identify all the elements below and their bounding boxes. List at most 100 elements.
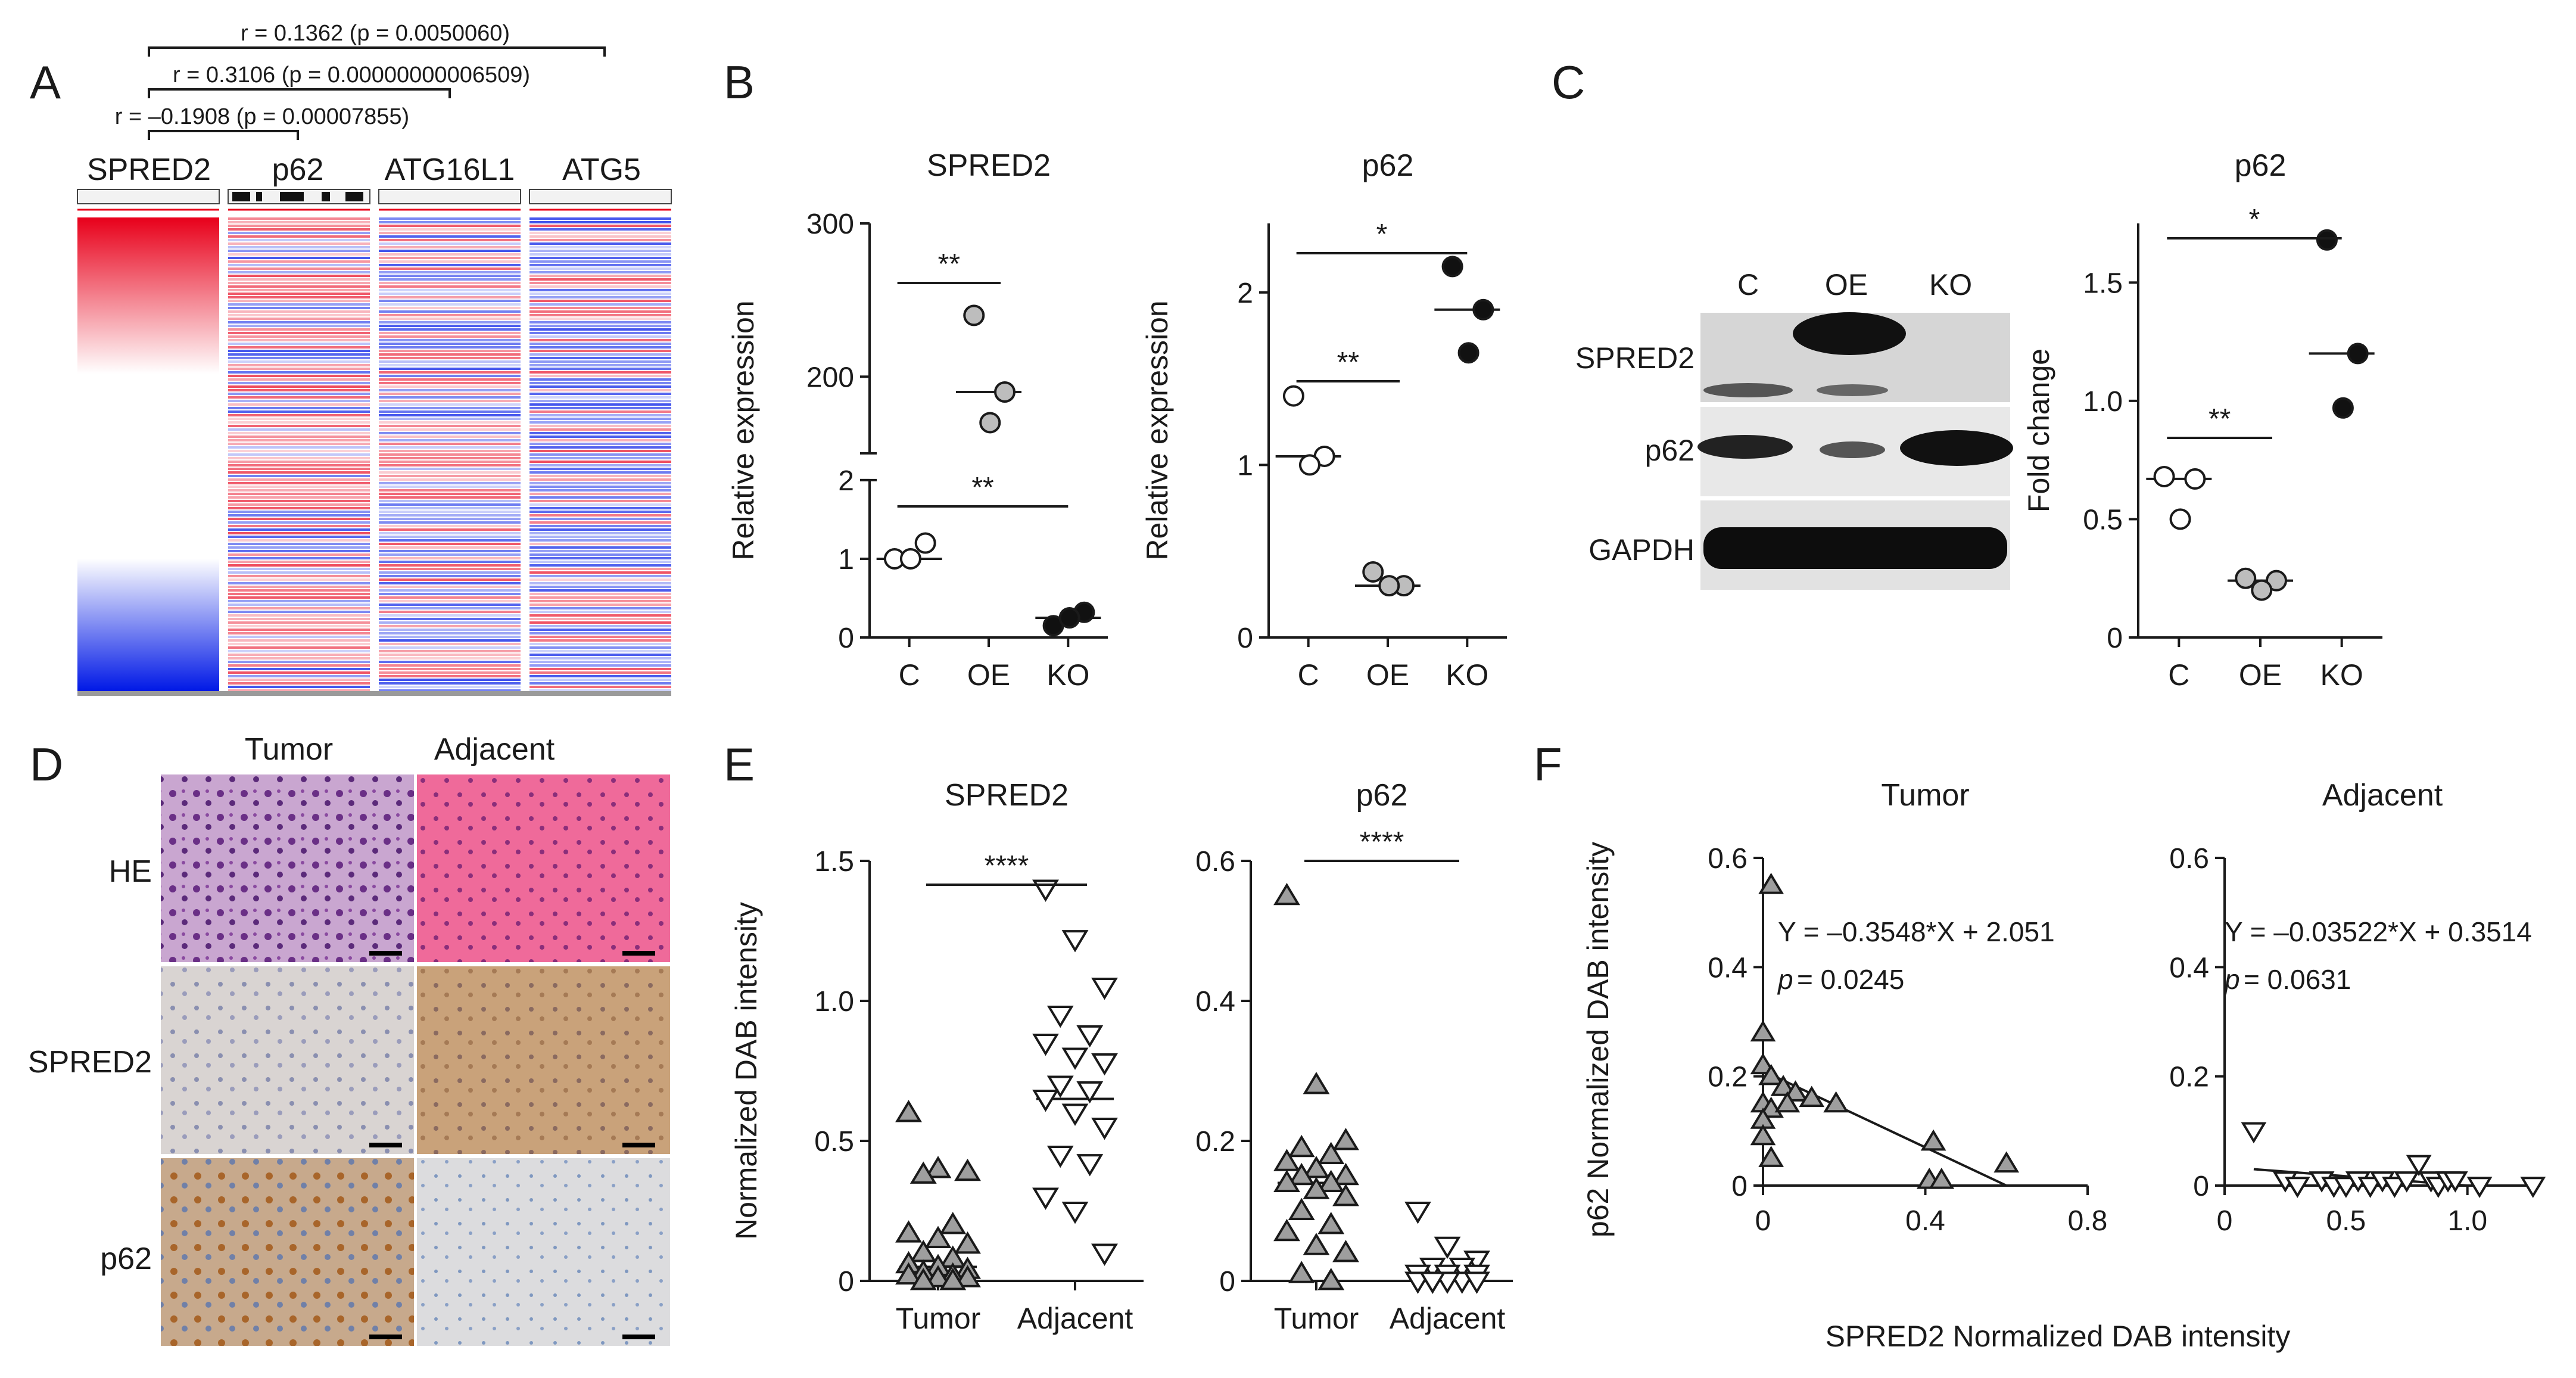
- heatmap-stripe: [228, 461, 370, 463]
- correlation-label-p62: r = –0.1908 (p = 0.00007855): [115, 104, 409, 129]
- regression-equation: Y = –0.03522*X + 0.3514: [2225, 916, 2532, 947]
- data-point: [963, 304, 985, 326]
- heatmap-stripe: [529, 285, 671, 288]
- heatmap-stripe: [379, 650, 521, 652]
- heatmap-stripe: [379, 446, 521, 449]
- heatmap-stripe: [228, 650, 370, 652]
- data-point: [1076, 1025, 1104, 1048]
- y-tick-label: 1: [1237, 450, 1253, 481]
- heatmap-stripe: [529, 239, 671, 241]
- heatmap-stripe: [379, 436, 521, 438]
- heatmap-stripe: [379, 368, 521, 370]
- heatmap-stripe: [228, 468, 370, 470]
- data-point: [2169, 508, 2191, 530]
- data-point: [1317, 1212, 1345, 1234]
- heatmap-stripe: [529, 496, 671, 499]
- x-tick-label: 0: [2217, 1205, 2233, 1237]
- heatmap-stripe: [529, 303, 671, 306]
- heatmap-stripe: [379, 307, 521, 309]
- heatmap-stripe: [529, 593, 671, 595]
- data-point: [1076, 1081, 1104, 1104]
- data-point: [1750, 1124, 1776, 1146]
- heatmap-stripe: [379, 578, 521, 581]
- heatmap-stripe: [379, 418, 521, 420]
- heatmap-stripe: [228, 396, 370, 399]
- heatmap-stripe: [228, 521, 370, 524]
- heatmap-stripe: [228, 446, 370, 449]
- panel-letter-b: B: [724, 56, 755, 108]
- heatmap-stripe: [529, 625, 671, 627]
- heatmap-stripe: [379, 353, 521, 356]
- heatmap-stripe: [228, 457, 370, 459]
- y-tick-label: 0.6: [1195, 846, 1235, 878]
- data-point: [1091, 1243, 1118, 1266]
- y-tick-label: 0.4: [1195, 986, 1235, 1018]
- data-point: [2357, 1177, 2383, 1198]
- blot-band: [1703, 383, 1793, 397]
- heatmap-stripe: [529, 571, 671, 574]
- heatmap-stripe: [228, 314, 370, 316]
- gene-label-atg5: ATG5: [562, 153, 641, 187]
- heatmap-stripe: [228, 686, 370, 688]
- correlation-brackets: [148, 46, 606, 140]
- heatmap-stripe: [529, 475, 671, 477]
- heatmap-stripe: [228, 407, 370, 409]
- data-point: [1061, 1103, 1089, 1126]
- heatmap-footer-strip: [77, 691, 671, 696]
- y-tick-label: 0.6: [2169, 843, 2209, 875]
- heatmap-stripe: [379, 260, 521, 263]
- heatmap-stripe: [529, 618, 671, 620]
- chart-e-spred2: SPRED2 Normalized DAB intensity 0 0.5 1.0 1.5…: [730, 778, 1144, 1335]
- chart-title: Tumor: [1881, 778, 1969, 813]
- data-point: [2382, 1177, 2407, 1198]
- heatmap-stripe: [228, 303, 370, 306]
- heatmap-stripe: [228, 553, 370, 556]
- data-point: [2316, 229, 2338, 251]
- heatmap-stripe: [228, 625, 370, 627]
- heatmap-stripe: [529, 657, 671, 660]
- heatmap-stripe: [379, 539, 521, 542]
- heatmap-stripe: [228, 500, 370, 502]
- data-point: [1282, 385, 1304, 407]
- heatmap-stripe: [379, 432, 521, 434]
- heatmap-stripe: [228, 453, 370, 456]
- heatmap-stripe: [379, 586, 521, 588]
- heatmap-stripe: [529, 421, 671, 424]
- chart-title: p62: [2235, 148, 2287, 183]
- heatmap-stripe: [529, 525, 671, 527]
- significance-label: **: [971, 472, 993, 503]
- heatmap-stripe: [379, 464, 521, 466]
- heatmap-stripe: [529, 686, 671, 688]
- heatmap-stripe: [529, 225, 671, 227]
- heatmap-stripe: [529, 282, 671, 284]
- heatmap-stripe: [529, 418, 671, 420]
- heatmap-stripe: [529, 482, 671, 484]
- heatmap-stripe: [228, 293, 370, 295]
- regression-equation: Y = –0.3548*X + 2.051: [1778, 916, 2055, 947]
- data-point: [2332, 397, 2354, 419]
- data-point: [1920, 1129, 1946, 1151]
- heatmap-stripe: [379, 604, 521, 606]
- blot-band: [1793, 312, 1906, 355]
- x-tick-label: KO: [1046, 658, 1089, 692]
- heatmap-stripe: [379, 589, 521, 592]
- heatmap-stripe: [228, 671, 370, 674]
- data-point: [914, 532, 936, 554]
- data-point: [1076, 1154, 1104, 1177]
- heatmap-stripe: [379, 328, 521, 331]
- heatmap-stripe: [529, 278, 671, 281]
- heatmap-stripe: [379, 532, 521, 534]
- data-point: [954, 1158, 981, 1181]
- f-shared-ylabel: p62 Normalized DAB intensity: [1581, 842, 1615, 1237]
- heatmap-stripe: [228, 528, 370, 531]
- heatmap-stripe: [379, 553, 521, 556]
- heatmap-stripe: [228, 443, 370, 445]
- histology-image-he-tumor: [161, 774, 414, 962]
- panel-letter-d: D: [30, 738, 63, 791]
- heatmap-stripe: [379, 614, 521, 617]
- heatmap-stripe: [379, 239, 521, 241]
- x-tick-label: Tumor: [1274, 1302, 1359, 1335]
- heatmap-stripe: [529, 443, 671, 445]
- heatmap-stripe: [529, 267, 671, 270]
- heatmap-stripe: [379, 318, 521, 320]
